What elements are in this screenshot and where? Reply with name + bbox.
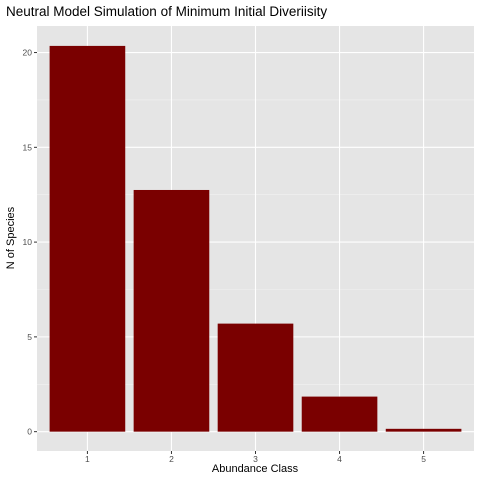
bar	[49, 45, 126, 432]
y-tick-label: 5	[27, 332, 32, 342]
x-tick-label: 2	[169, 454, 174, 464]
bar	[301, 396, 378, 432]
x-axis: 1 2 3 4 5	[85, 451, 426, 464]
bar	[385, 428, 462, 432]
x-tick-label: 3	[253, 454, 258, 464]
y-tick-label: 20	[23, 48, 33, 58]
chart-title: Neutral Model Simulation of Minimum Init…	[6, 4, 328, 19]
bar	[133, 189, 210, 432]
x-axis-title: Abundance Class	[212, 463, 299, 475]
x-tick-label: 4	[337, 454, 342, 464]
y-tick-label: 0	[27, 427, 32, 437]
bars	[49, 45, 462, 432]
x-tick-label: 5	[421, 454, 426, 464]
y-axis-title: N of Species	[5, 206, 17, 269]
y-axis: 0 5 10 15 20	[23, 48, 37, 437]
bar	[217, 323, 294, 432]
y-tick-label: 15	[23, 142, 33, 152]
y-tick-label: 10	[23, 237, 33, 247]
x-tick-label: 1	[85, 454, 90, 464]
